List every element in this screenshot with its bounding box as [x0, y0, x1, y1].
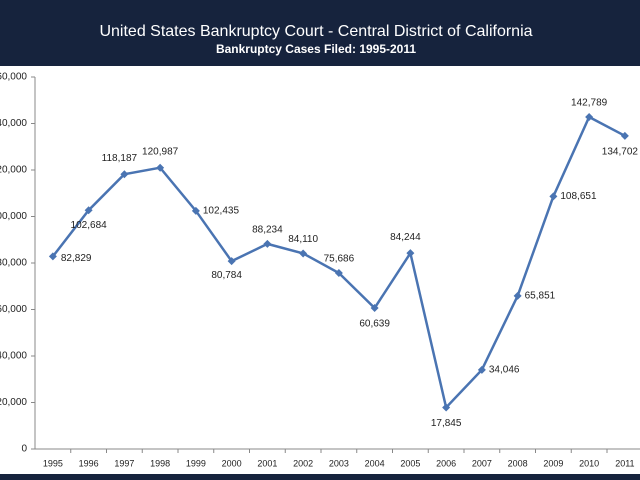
value-label: 75,686	[324, 254, 355, 265]
x-tick-label: 2001	[257, 458, 277, 468]
value-label: 88,234	[252, 224, 283, 235]
value-label: 120,987	[142, 146, 179, 157]
data-point	[120, 170, 129, 179]
value-label: 34,046	[489, 364, 520, 375]
value-label: 80,784	[211, 270, 242, 281]
data-point	[513, 291, 522, 300]
value-label: 82,829	[61, 253, 92, 264]
value-label: 134,702	[602, 146, 639, 157]
value-label: 60,639	[359, 319, 390, 330]
data-point	[442, 403, 451, 412]
data-point	[84, 206, 93, 215]
data-point	[549, 192, 558, 201]
y-tick-label: 100,000	[0, 211, 27, 222]
x-tick-label: 1997	[114, 458, 134, 468]
data-point	[477, 365, 486, 374]
chart-title: United States Bankruptcy Court - Central…	[99, 23, 532, 40]
x-tick-label: 1995	[43, 458, 63, 468]
value-label: 142,789	[571, 98, 608, 109]
y-tick-label: 0	[21, 444, 27, 455]
data-point	[370, 304, 379, 313]
x-tick-label: 2003	[329, 458, 349, 468]
y-tick-label: 120,000	[0, 165, 27, 176]
x-tick-label: 1999	[186, 458, 206, 468]
x-tick-label: 2007	[472, 458, 492, 468]
value-label: 84,244	[390, 232, 421, 243]
x-tick-label: 1996	[79, 458, 99, 468]
data-point	[227, 257, 236, 266]
x-tick-label: 2004	[365, 458, 385, 468]
x-tick-label: 2008	[508, 458, 528, 468]
data-point	[48, 252, 57, 261]
data-point	[156, 163, 165, 172]
value-label: 84,110	[288, 234, 318, 245]
data-point	[585, 113, 594, 122]
y-tick-label: 20,000	[0, 397, 27, 408]
x-tick-label: 2005	[400, 458, 420, 468]
data-point	[620, 131, 629, 140]
y-tick-label: 80,000	[0, 258, 27, 269]
y-tick-label: 60,000	[0, 304, 27, 315]
data-point	[406, 249, 415, 258]
y-tick-label: 40,000	[0, 351, 27, 362]
data-point	[263, 239, 272, 248]
value-label: 108,651	[560, 191, 597, 202]
data-point	[191, 206, 200, 215]
x-tick-label: 2002	[293, 458, 313, 468]
value-label: 118,187	[102, 153, 138, 164]
x-tick-label: 1998	[150, 458, 170, 468]
value-label: 102,435	[203, 205, 240, 216]
x-tick-label: 2010	[579, 458, 599, 468]
plot-area	[0, 66, 640, 474]
x-tick-label: 2006	[436, 458, 456, 468]
value-label: 17,845	[431, 418, 462, 429]
x-tick-label: 2009	[543, 458, 563, 468]
data-point	[334, 269, 343, 278]
chart-subtitle: Bankruptcy Cases Filed: 1995-2011	[216, 42, 416, 56]
data-point	[299, 249, 308, 258]
y-tick-label: 140,000	[0, 118, 27, 129]
value-label: 102,684	[71, 220, 108, 231]
x-tick-label: 2000	[222, 458, 242, 468]
value-label: 65,851	[525, 291, 556, 302]
y-tick-label: 160,000	[0, 72, 27, 83]
x-tick-label: 2011	[615, 458, 634, 468]
